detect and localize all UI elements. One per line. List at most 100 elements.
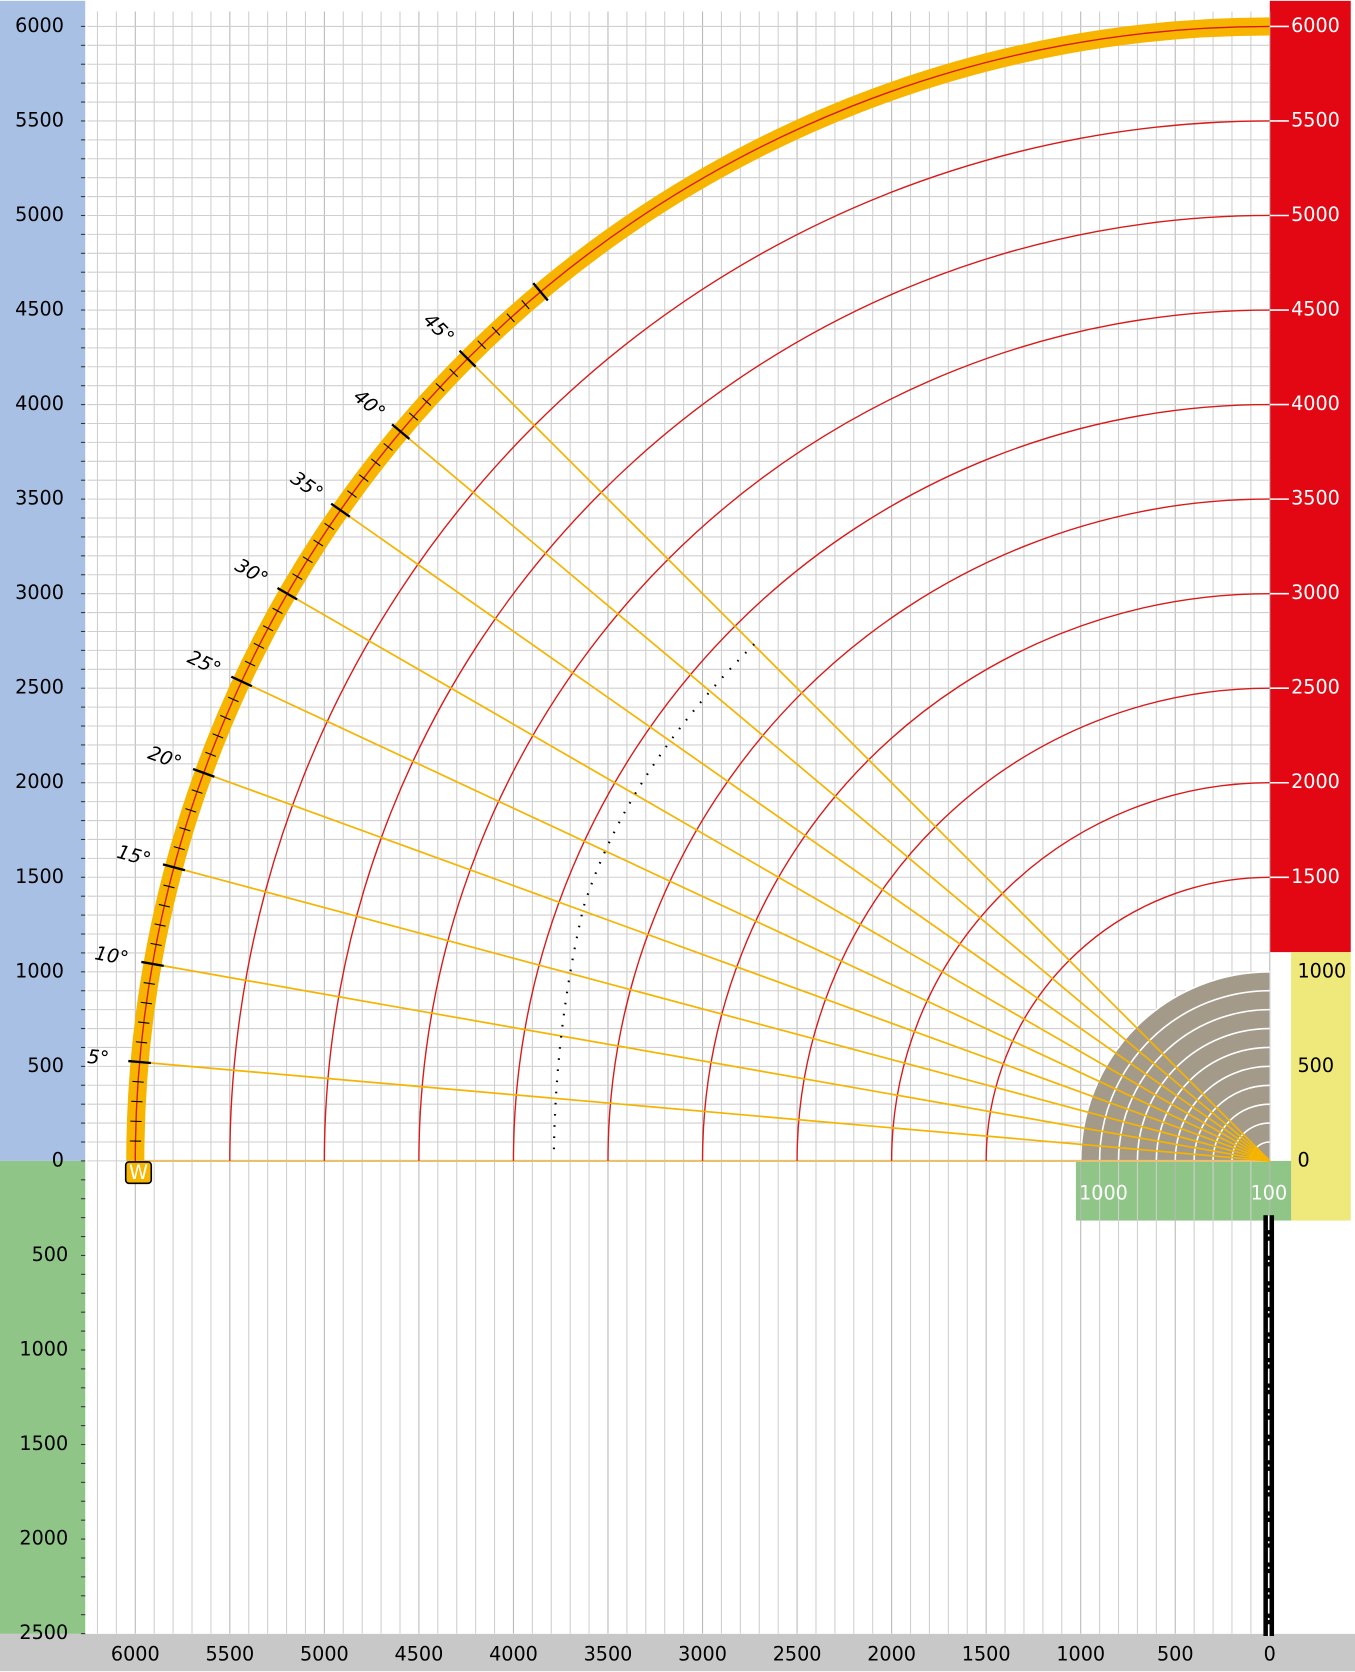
y-tick-label: 4000 xyxy=(15,392,64,415)
degree-tick xyxy=(292,573,303,580)
marker-box xyxy=(124,1161,153,1185)
degree-tick xyxy=(408,412,419,421)
degree-tick xyxy=(491,326,501,336)
angle-ray xyxy=(400,431,1271,1162)
x-tick-label: 5000 xyxy=(300,1643,349,1666)
y-tick-label: 2000 xyxy=(15,770,64,793)
angle-label: 20° xyxy=(145,741,185,774)
degree-tick xyxy=(143,982,155,985)
right-tick-label: 4500 xyxy=(1291,298,1340,321)
degree-tick xyxy=(150,942,162,947)
angle-label: 5° xyxy=(86,1045,110,1070)
degree-tick xyxy=(158,903,171,908)
angle-ray xyxy=(173,866,1271,1162)
grid xyxy=(80,11,1271,1635)
inset-tick-label: 0 xyxy=(1297,1148,1309,1171)
right-tick-label: 5500 xyxy=(1291,108,1340,131)
y-tick-label: 6000 xyxy=(15,14,64,37)
angle-label: 10° xyxy=(93,941,130,970)
y-tick-label: 3500 xyxy=(15,487,64,510)
y-tick-label: 1500 xyxy=(19,1432,68,1455)
degree-tick xyxy=(391,423,411,440)
x-tick-label: 1500 xyxy=(962,1643,1011,1666)
right-tick-label: 3000 xyxy=(1291,581,1340,604)
degree-tick xyxy=(162,863,186,872)
y-tick-label: 2500 xyxy=(15,676,64,699)
degree-tick xyxy=(220,714,231,721)
degree-tick xyxy=(422,397,432,406)
right-tick-label: 4000 xyxy=(1291,392,1340,415)
inset-bottom-label: 100 xyxy=(1251,1181,1288,1204)
degree-tick xyxy=(212,733,224,739)
y-tick-label: 500 xyxy=(32,1243,69,1266)
x-tick-label: 3500 xyxy=(584,1643,633,1666)
y-tick-label: 500 xyxy=(27,1054,64,1077)
degree-tick xyxy=(140,1001,153,1005)
angle-ray xyxy=(466,358,1271,1162)
degree-tick xyxy=(135,1041,148,1044)
x-tick-label: 4000 xyxy=(489,1643,538,1666)
degree-tick xyxy=(347,490,357,498)
degree-tick xyxy=(173,846,185,851)
degree-tick xyxy=(276,586,298,601)
angle-label: 40° xyxy=(349,384,390,423)
angle-ray xyxy=(139,1061,1270,1162)
angle-label: 15° xyxy=(115,840,154,871)
right-tick-label: 1500 xyxy=(1291,865,1340,888)
x-tick-label: 0 xyxy=(1264,1643,1276,1666)
right-tick-label: 2000 xyxy=(1291,770,1340,793)
inset-tick-label: 500 xyxy=(1297,1054,1334,1077)
x-tick-label: 2000 xyxy=(867,1643,916,1666)
x-tick-label: 1000 xyxy=(1056,1643,1105,1666)
degree-tick xyxy=(324,522,335,531)
y-tick-label: 2000 xyxy=(19,1527,68,1550)
x-tick-label: 2500 xyxy=(773,1643,822,1666)
degree-tick xyxy=(477,340,487,350)
degree-tick xyxy=(532,282,549,302)
degree-tick xyxy=(262,625,274,632)
degree-tick xyxy=(253,642,265,649)
y-tick-label: 3000 xyxy=(15,581,64,604)
right-tick-label: 3500 xyxy=(1291,487,1340,510)
y-tick-label: 2500 xyxy=(19,1621,68,1644)
degree-tick xyxy=(131,1100,143,1103)
y-tick-label: 5500 xyxy=(15,108,64,131)
degree-tick xyxy=(330,502,351,518)
left-lower-band xyxy=(0,1160,86,1634)
angle-ray xyxy=(241,680,1271,1162)
x-tick-label: 6000 xyxy=(111,1643,160,1666)
degree-tick xyxy=(313,539,324,547)
angle-label: 30° xyxy=(231,554,272,591)
x-tick-label: 500 xyxy=(1157,1643,1194,1666)
degree-tick xyxy=(506,313,515,323)
x-tick-label: 3000 xyxy=(678,1643,727,1666)
degree-tick xyxy=(141,960,164,968)
y-tick-label: 1000 xyxy=(19,1337,68,1360)
inset-bottom-band xyxy=(1075,1160,1292,1221)
degree-tick xyxy=(230,675,253,688)
degree-tick xyxy=(227,696,239,703)
degree-tick xyxy=(128,1059,152,1065)
x-tick-label: 5500 xyxy=(205,1643,254,1666)
degree-tick xyxy=(154,923,166,927)
bottom-band xyxy=(0,1633,1355,1672)
left-upper-band xyxy=(0,0,86,1161)
degree-tick xyxy=(185,808,197,813)
right-tick-label: 5000 xyxy=(1291,203,1340,226)
inset-band xyxy=(1291,952,1351,1221)
x-tick-label: 4500 xyxy=(395,1643,444,1666)
dotted-curve xyxy=(552,639,760,1150)
y-tick-label: 5000 xyxy=(15,203,64,226)
angle-label: 45° xyxy=(419,308,459,348)
marker-label: W xyxy=(129,1161,148,1184)
degree-tick xyxy=(521,300,530,310)
degree-tick xyxy=(449,368,459,378)
degree-tick xyxy=(458,349,477,368)
degree-tick xyxy=(192,767,215,778)
right-tick-label: 2500 xyxy=(1291,676,1340,699)
y-tick-label: 1500 xyxy=(15,865,64,888)
degree-tick xyxy=(163,884,175,889)
degree-tick xyxy=(244,660,256,667)
right-tick-label: 6000 xyxy=(1291,14,1340,37)
